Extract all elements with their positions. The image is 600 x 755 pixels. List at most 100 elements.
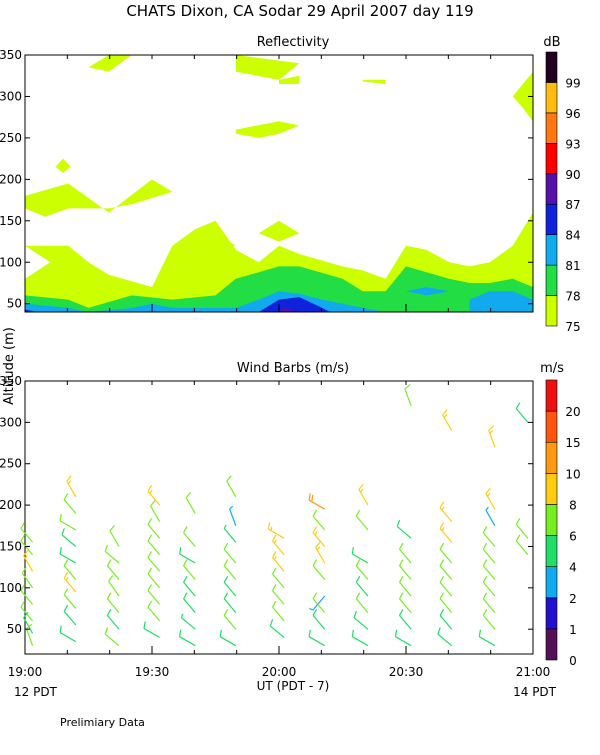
wind-barb-staff [223, 548, 237, 564]
wind-barb [226, 475, 237, 498]
wind-barb [219, 629, 237, 647]
reflectivity-y-tick-label: 50 [7, 297, 22, 311]
wind-barb-staff [147, 590, 161, 605]
wind-barb-staff [485, 509, 496, 527]
reflectivity-colorbar-unit: dB [543, 35, 560, 50]
reflectivity-colorbar-swatch [545, 51, 558, 83]
reflectivity-colorbar-swatch [545, 143, 558, 175]
wind-barb [109, 525, 120, 547]
wind-barb-feather [439, 559, 445, 567]
wind-barb [312, 559, 326, 580]
preliminary-note: Prelimiary Data [60, 716, 145, 729]
wind-barb-feather [398, 559, 404, 567]
wind-barb-staff [399, 615, 412, 630]
x-right-local-time: 14 PDT [513, 685, 557, 699]
wind-barb-feather [108, 575, 114, 582]
reflectivity-region-14 [469, 291, 533, 312]
wind-barb [488, 425, 496, 448]
wind-barb-staff [515, 524, 529, 539]
wind-colorbar-swatch [545, 473, 558, 505]
wind-barb-feather [179, 629, 182, 637]
wind-colorbar-swatch [545, 410, 558, 443]
wind-barb-feather [150, 500, 156, 507]
wind-barb-feather [439, 575, 445, 583]
wind-barb-feather [223, 609, 229, 616]
wind-colorbar-swatch [545, 504, 558, 536]
wind-axes: 50 100 150 200 250 300 350 19:00 19:30 20:00 20:30… [0, 374, 550, 679]
wind-barb [312, 609, 326, 630]
wind-barb [150, 500, 161, 522]
wind-barb-staff [63, 499, 77, 514]
wind-barb-feather [147, 567, 153, 575]
wind-barb [312, 526, 326, 547]
wind-barb [63, 559, 77, 580]
wind-barb-staff [147, 606, 161, 622]
reflectivity-colorbar-swatch [545, 295, 558, 327]
wind-barb [398, 609, 412, 630]
wind-barb-staff [147, 557, 161, 572]
wind-barb [180, 613, 196, 630]
wind-barb [439, 559, 453, 580]
wind-barb-staff [109, 530, 120, 547]
wind-barb-staff [185, 497, 196, 514]
wind-barb-feather [355, 592, 361, 600]
wind-barb [478, 629, 496, 647]
wind-barb-feather [482, 542, 488, 550]
wind-barb-staff [269, 625, 285, 638]
wind-barb [271, 567, 285, 589]
wind-barb [223, 575, 237, 597]
wind-barb-feather [147, 600, 153, 608]
reflectivity-region-15 [258, 297, 330, 312]
wind-barb [482, 592, 496, 613]
wind-barb-feather [59, 625, 62, 633]
wind-panel: Wind Barbs (m/s) m/s 5010015020025030035… [0, 361, 581, 679]
wind-barb-feather [478, 629, 481, 637]
figure-title: CHATS Dixon, CA Sodar 29 April 2007 day … [126, 2, 473, 20]
wind-barb-staff [352, 553, 369, 564]
reflectivity-region-2 [258, 220, 300, 242]
wind-barb-feather [26, 623, 33, 630]
wind-barb [223, 609, 237, 630]
wind-barb-staff [226, 480, 237, 498]
wind-barb [229, 505, 237, 527]
wind-barb-staff [181, 617, 196, 630]
wind-barb-feather [485, 487, 491, 494]
wind-barb-feather [437, 627, 441, 635]
wind-barb-staff [229, 508, 237, 527]
wind-barb-staff [23, 617, 34, 634]
wind-barb-staff [183, 581, 196, 597]
wind-barb [147, 534, 161, 556]
wind-barb-staff [147, 524, 161, 539]
wind-barb [66, 475, 77, 498]
wind-barb [183, 592, 196, 613]
wind-barbs [20, 383, 529, 647]
wind-barb [353, 610, 369, 630]
wind-barb-staff [63, 565, 77, 580]
wind-barb [63, 588, 77, 609]
wind-barb [147, 551, 161, 572]
wind-barb [437, 627, 453, 647]
wind-barb-half-feather [270, 526, 273, 531]
wind-barb-staff [439, 548, 453, 564]
wind-barb-feather [351, 629, 354, 637]
wind-barb-staff [104, 550, 120, 564]
wind-y-tick-label: 150 [0, 539, 22, 553]
wind-barb [515, 518, 529, 539]
reflectivity-colorbar-swatch [545, 112, 558, 144]
wind-barb-feather [355, 559, 361, 567]
wind-barb-feather [355, 575, 361, 583]
reflectivity-colorbar-label: 90 [565, 168, 580, 182]
wind-barb-feather [439, 542, 445, 550]
wind-barb-half-feather [309, 608, 314, 611]
wind-barb-feather [143, 621, 146, 629]
wind-barb-staff [312, 598, 326, 613]
wind-x-tick-label: 19:00 [8, 665, 43, 679]
wind-barb-staff [63, 577, 77, 593]
wind-barb-feather [59, 547, 62, 555]
reflectivity-region-4 [55, 158, 71, 173]
wind-colorbar-label: 4 [569, 561, 577, 575]
wind-barb [315, 541, 326, 564]
reflectivity-colorbar-label: 75 [565, 320, 580, 334]
wind-barb-staff [437, 633, 453, 647]
